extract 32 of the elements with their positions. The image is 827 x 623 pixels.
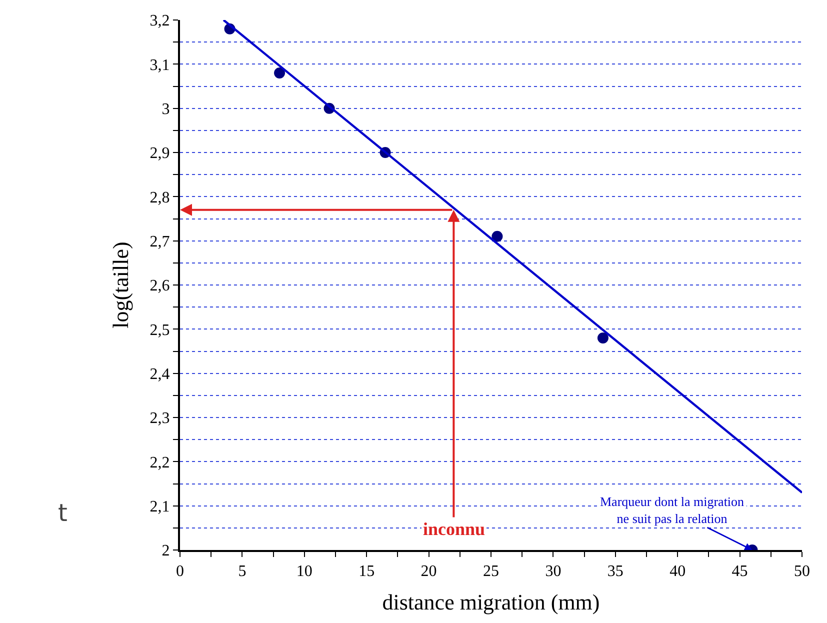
x-axis-title: distance migration (mm) [382, 590, 600, 615]
x-tick-label: 25 [483, 563, 499, 580]
x-tick-label: 45 [732, 563, 748, 580]
y-tick-label: 2,3 [150, 410, 170, 428]
y-tick-label: 3,1 [150, 56, 170, 74]
y-tick-label: 3 [162, 100, 170, 118]
x-tick-label: 50 [794, 563, 810, 580]
y-tick-label: 3,2 [150, 12, 170, 30]
point [492, 230, 503, 242]
y-tick-label: 2,1 [150, 498, 170, 516]
y-tick-label: 2,4 [150, 366, 170, 383]
y-axis-title: log(taille) [108, 242, 134, 328]
annotation: Marqueur dont la migration ne suit pas la relation [600, 494, 745, 526]
y-tick-label: 2,8 [150, 189, 170, 206]
point [274, 68, 286, 78]
y-tick-label: 2,7 [150, 233, 170, 250]
x-tick-label: 0 [176, 563, 184, 580]
annotation: inconnu [423, 519, 486, 539]
y-tick-label: 2,6 [150, 278, 170, 295]
x-tick-label: 5 [238, 563, 246, 580]
y-tick-label: 2,9 [150, 145, 170, 162]
x-tick-label: 35 [607, 563, 624, 580]
x-tick-label: 40 [670, 563, 686, 580]
y-tick-label: 2,2 [150, 454, 170, 472]
x-tick-label: 30 [545, 563, 562, 580]
x-tick-label: 20 [420, 563, 437, 580]
y-tick-label: 2,5 [150, 322, 170, 339]
x-tick-label: 10 [296, 563, 312, 580]
point [597, 332, 608, 344]
y-tick-label: 2 [162, 542, 170, 560]
text: t [58, 499, 68, 527]
x-tick-label: 15 [358, 563, 375, 580]
